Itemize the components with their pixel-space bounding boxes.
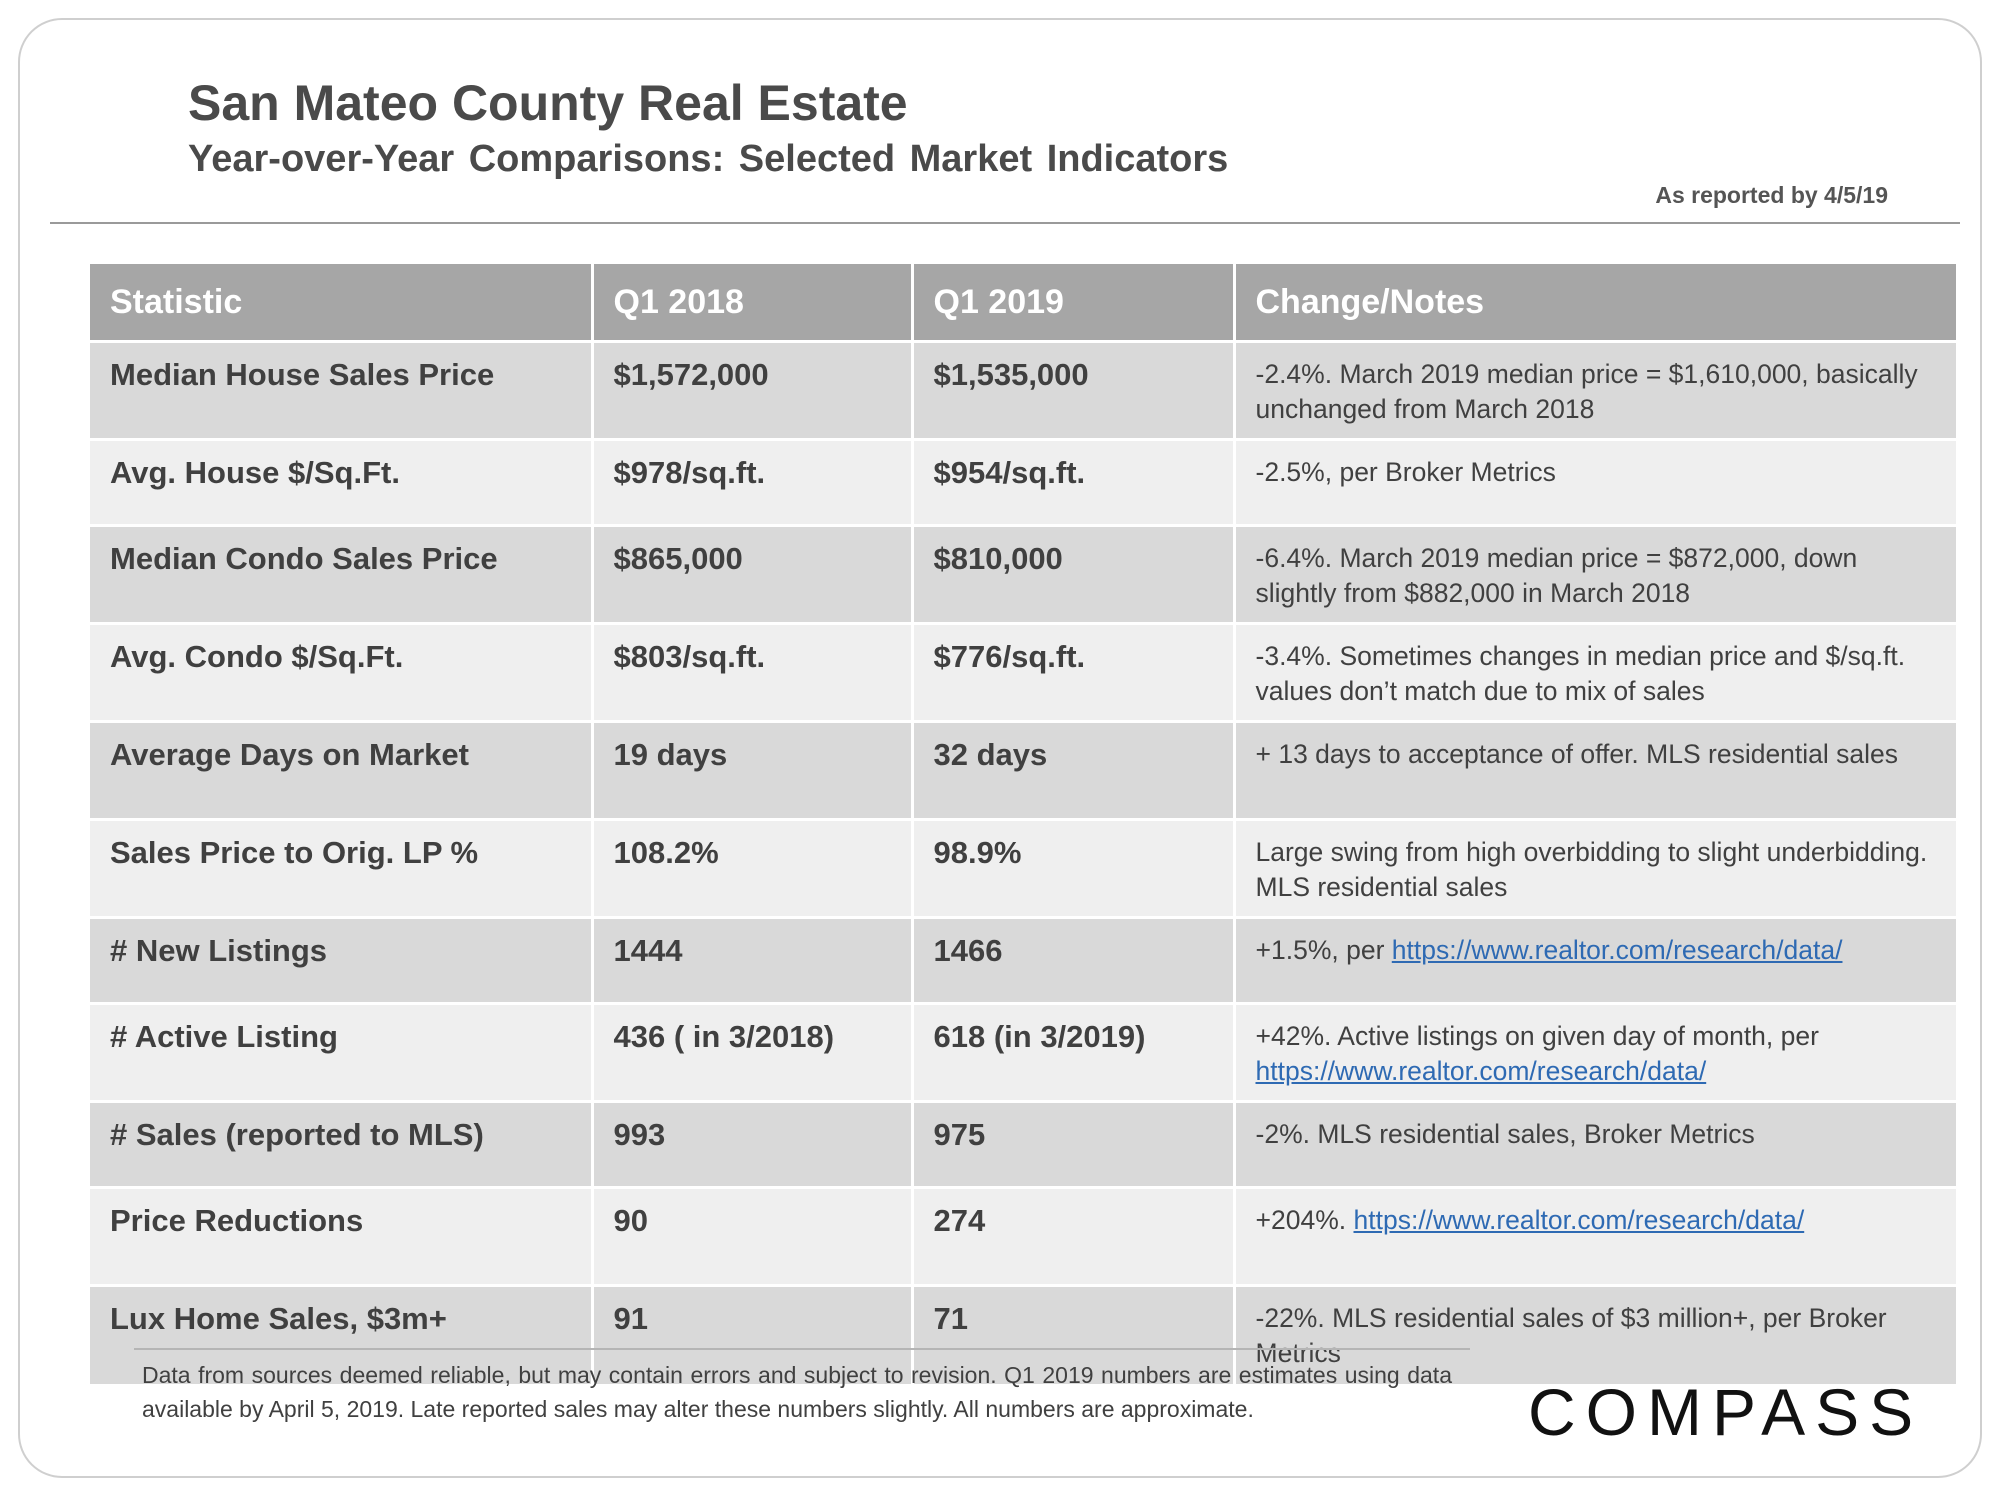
footnote: Data from sources deemed reliable, but m…: [142, 1362, 1452, 1422]
compass-logo: COMPASS: [1528, 1375, 1924, 1449]
notes-cell: -2%. MLS residential sales, Broker Metri…: [1232, 1100, 1956, 1188]
q1-2019-cell: $776/sq.ft.: [910, 622, 1234, 722]
notes-text: +204%.: [1255, 1205, 1347, 1235]
q1-2018-cell: $978/sq.ft.: [590, 438, 912, 526]
notes-cell: +42%. Active listings on given day of mo…: [1232, 1002, 1956, 1102]
q1-2018-cell: $803/sq.ft.: [590, 622, 912, 722]
column-header-change-notes: Change/Notes: [1232, 264, 1956, 342]
notes-text: -2.4%. March 2019 median price = $1,610,…: [1255, 359, 1918, 424]
statistic-cell: Sales Price to Orig. LP %: [90, 818, 592, 918]
column-header-q1-2018: Q1 2018: [590, 264, 912, 342]
notes-text: -6.4%. March 2019 median price = $872,00…: [1255, 543, 1858, 608]
statistic-cell: Average Days on Market: [90, 720, 592, 820]
q1-2018-cell: $1,572,000: [590, 340, 912, 440]
q1-2018-cell: 993: [590, 1100, 912, 1188]
q1-2019-cell: 1466: [910, 916, 1234, 1004]
table-row: # Sales (reported to MLS) 993 975 -2%. MLS …: [90, 1100, 1956, 1188]
q1-2019-cell: $954/sq.ft.: [910, 438, 1234, 526]
table-row: Lux Home Sales, $3m+ 91 71 -22%. MLS reside…: [90, 1284, 1956, 1384]
notes-cell: +204%. https://www.realtor.com/research/…: [1232, 1186, 1956, 1286]
notes-text: +42%. Active listings on given day of mo…: [1255, 1021, 1819, 1051]
q1-2019-cell: 98.9%: [910, 818, 1234, 918]
table-body: Median House Sales Price $1,572,000 $1,535…: [90, 340, 1956, 1384]
q1-2019-cell: $810,000: [910, 524, 1234, 624]
table-row: # Active Listing 436 ( in 3/2018) 618 (in …: [90, 1002, 1956, 1102]
q1-2018-cell: 19 days: [590, 720, 912, 820]
notes-cell: -2.4%. March 2019 median price = $1,610,…: [1232, 340, 1956, 440]
notes-cell: -22%. MLS residential sales of $3 millio…: [1232, 1284, 1956, 1384]
notes-text: -2.5%, per Broker Metrics: [1255, 457, 1556, 487]
column-header-statistic: Statistic: [90, 264, 592, 342]
source-link[interactable]: https://www.realtor.com/research/data/: [1353, 1205, 1805, 1235]
table-row: Sales Price to Orig. LP % 108.2% 98.9% Larg…: [90, 818, 1956, 918]
q1-2018-cell: 1444: [590, 916, 912, 1004]
notes-text: Large swing from high overbidding to sli…: [1255, 837, 1928, 902]
statistic-cell: Price Reductions: [90, 1186, 592, 1286]
notes-text: -2%. MLS residential sales, Broker Metri…: [1255, 1119, 1755, 1149]
q1-2018-cell: 436 ( in 3/2018): [590, 1002, 912, 1102]
statistic-cell: # Active Listing: [90, 1002, 592, 1102]
statistic-cell: Median House Sales Price: [90, 340, 592, 440]
q1-2019-cell: $1,535,000: [910, 340, 1234, 440]
q1-2018-cell: 90: [590, 1186, 912, 1286]
table-row: Median House Sales Price $1,572,000 $1,535…: [90, 340, 1956, 440]
table-header-row: Statistic Q1 2018 Q1 2019 Change/Notes: [90, 264, 1956, 342]
table-row: Median Condo Sales Price $865,000 $810,000…: [90, 524, 1956, 624]
notes-text: -22%. MLS residential sales of $3 millio…: [1255, 1303, 1887, 1368]
q1-2019-cell: 618 (in 3/2019): [910, 1002, 1234, 1102]
page-subtitle: Year-over-Year Comparisons: Selected Mar…: [188, 138, 1229, 180]
statistic-cell: Lux Home Sales, $3m+: [90, 1284, 592, 1384]
q1-2018-cell: $865,000: [590, 524, 912, 624]
table-row: Average Days on Market 19 days 32 days + 13…: [90, 720, 1956, 820]
statistic-cell: # New Listings: [90, 916, 592, 1004]
notes-cell: Large swing from high overbidding to sli…: [1232, 818, 1956, 918]
notes-cell: -2.5%, per Broker Metrics: [1232, 438, 1956, 526]
q1-2019-cell: 32 days: [910, 720, 1234, 820]
notes-cell: +1.5%, per https://www.realtor.com/resea…: [1232, 916, 1956, 1004]
table-row: # New Listings 1444 1466 +1.5%, per https:/…: [90, 916, 1956, 1004]
notes-text: -3.4%. Sometimes changes in median price…: [1255, 641, 1906, 706]
source-link[interactable]: https://www.realtor.com/research/data/: [1391, 935, 1843, 965]
market-indicators-table: Statistic Q1 2018 Q1 2019 Change/Notes M…: [90, 264, 1956, 1384]
notes-cell: -3.4%. Sometimes changes in median price…: [1232, 622, 1956, 722]
column-header-q1-2019: Q1 2019: [910, 264, 1234, 342]
footnote-divider: [134, 1348, 1470, 1350]
notes-text: +1.5%, per: [1255, 935, 1385, 965]
q1-2019-cell: 71: [910, 1284, 1234, 1384]
reported-date: As reported by 4/5/19: [1655, 182, 1888, 208]
header-divider: [50, 222, 1960, 224]
page-title: San Mateo County Real Estate: [188, 75, 908, 131]
notes-cell: -6.4%. March 2019 median price = $872,00…: [1232, 524, 1956, 624]
table-row: Price Reductions 90 274 +204%. https://www.…: [90, 1186, 1956, 1286]
statistic-cell: Avg. House $/Sq.Ft.: [90, 438, 592, 526]
q1-2019-cell: 975: [910, 1100, 1234, 1188]
statistic-cell: Median Condo Sales Price: [90, 524, 592, 624]
source-link[interactable]: https://www.realtor.com/research/data/: [1255, 1056, 1707, 1086]
notes-text: + 13 days to acceptance of offer. MLS re…: [1255, 739, 1899, 769]
q1-2018-cell: 91: [590, 1284, 912, 1384]
q1-2019-cell: 274: [910, 1186, 1234, 1286]
table-row: Avg. House $/Sq.Ft. $978/sq.ft. $954/sq.ft…: [90, 438, 1956, 526]
statistic-cell: # Sales (reported to MLS): [90, 1100, 592, 1188]
notes-cell: + 13 days to acceptance of offer. MLS re…: [1232, 720, 1956, 820]
q1-2018-cell: 108.2%: [590, 818, 912, 918]
table-row: Avg. Condo $/Sq.Ft. $803/sq.ft. $776/sq.ft…: [90, 622, 1956, 722]
statistic-cell: Avg. Condo $/Sq.Ft.: [90, 622, 592, 722]
